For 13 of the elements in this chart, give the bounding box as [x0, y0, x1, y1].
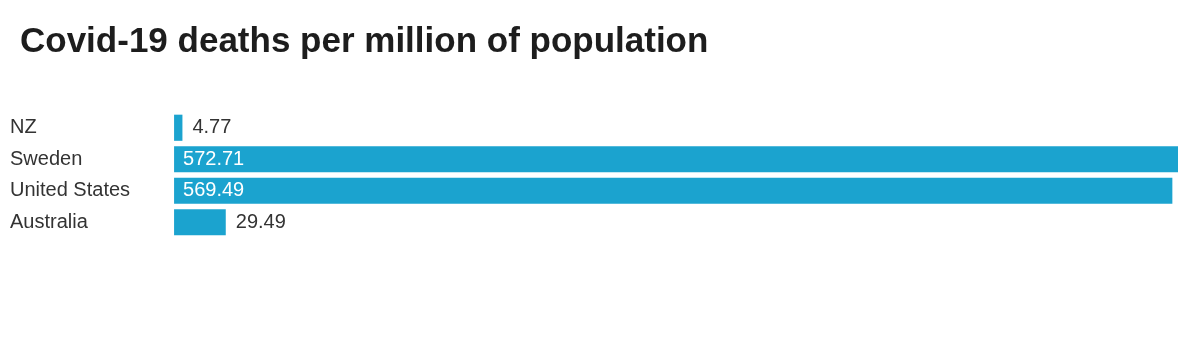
- chart-title: Covid-19 deaths per million of population: [20, 20, 709, 60]
- bar: [174, 114, 183, 141]
- y-tick-label: United States: [10, 178, 131, 201]
- y-tick-label: Australia: [10, 209, 89, 232]
- data-label: 4.77: [192, 115, 232, 138]
- y-tick-label: NZ: [10, 115, 37, 138]
- bar: [174, 177, 1173, 204]
- data-label: 569.49: [183, 178, 245, 201]
- data-label: 572.71: [183, 146, 245, 169]
- y-tick-label: Sweden: [10, 146, 83, 169]
- bar: [174, 209, 226, 236]
- bar: [174, 146, 1178, 173]
- data-label: 29.49: [235, 209, 286, 232]
